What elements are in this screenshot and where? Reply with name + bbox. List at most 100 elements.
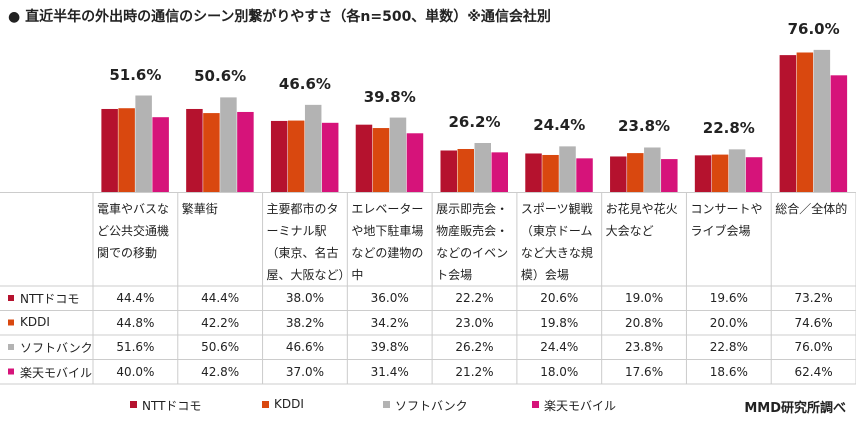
bar <box>372 128 390 192</box>
data-label: 23.8% <box>618 117 671 136</box>
bar <box>728 149 746 192</box>
table-cell: 44.4% <box>201 291 240 305</box>
table-cell: 44.8% <box>116 315 155 330</box>
table-cell: 51.6% <box>116 340 155 354</box>
table-cell: 40.0% <box>116 364 155 379</box>
bar <box>745 157 763 192</box>
legend-swatch <box>8 368 14 375</box>
data-label: 24.4% <box>533 116 586 135</box>
legend-swatch <box>130 401 137 408</box>
table-cell: 42.8% <box>201 364 240 379</box>
bar <box>406 133 424 192</box>
legend-label: ソフトバンク <box>395 399 468 413</box>
row-label: 楽天モバイル <box>20 365 93 380</box>
category-label: 主要都市のターミナル駅（東京、名古屋、大阪など） <box>266 202 351 282</box>
bar <box>270 120 288 192</box>
table-cell: 20.6% <box>540 291 579 305</box>
bar <box>610 156 627 192</box>
legend-swatch <box>8 319 14 326</box>
table-cell: 73.2% <box>794 291 833 305</box>
data-label: 26.2% <box>448 113 501 131</box>
table-cell: 22.2% <box>455 291 494 305</box>
bar <box>355 124 373 192</box>
bar <box>525 153 542 192</box>
bar <box>627 153 644 192</box>
bar <box>559 146 576 192</box>
data-label: 39.8% <box>363 87 416 106</box>
bar <box>321 122 339 192</box>
table-cell: 39.8% <box>370 340 409 354</box>
table-cell: 44.4% <box>116 291 155 305</box>
bar <box>830 75 848 192</box>
bar <box>457 148 474 192</box>
table-cell: 26.2% <box>455 340 494 354</box>
table-cell: 23.0% <box>455 315 494 330</box>
bar <box>118 108 135 192</box>
category-label: コンサートやライブ会場 <box>690 202 763 238</box>
table-cell: 46.6% <box>285 340 324 354</box>
table-cell: 20.8% <box>624 315 664 330</box>
row-label: ソフトバンク <box>20 341 93 355</box>
bar <box>644 147 661 192</box>
table-cell: 36.0% <box>370 291 409 305</box>
data-label: 50.6% <box>194 67 247 86</box>
bar <box>237 111 254 192</box>
table-cell: 42.2% <box>201 315 240 330</box>
chart-title: ● 直近半年の外出時の通信のシーン別繋がりやすさ（各n=500、単数）※通信会社… <box>8 9 551 25</box>
table-cell: 21.2% <box>455 364 494 379</box>
bar <box>101 108 118 192</box>
table-cell: 23.8% <box>624 340 664 354</box>
bar <box>389 117 407 192</box>
bar <box>694 155 712 192</box>
table-cell: 38.0% <box>285 291 324 305</box>
category-label: 電車やバスなど公共交通機関での移動 <box>97 202 170 260</box>
table-cell: 76.0% <box>794 340 833 354</box>
table-cell: 20.0% <box>709 315 748 330</box>
legend-label: NTTドコモ <box>142 399 202 413</box>
table-cell: 19.0% <box>624 291 664 305</box>
bar <box>576 158 593 192</box>
table-cell: 34.2% <box>370 315 409 330</box>
bar <box>661 159 678 192</box>
table-cell: 62.4% <box>794 364 833 379</box>
bar <box>711 154 729 192</box>
bar <box>440 150 457 192</box>
row-label: NTTドコモ <box>20 292 80 306</box>
table-cell: 19.6% <box>709 291 748 305</box>
legend-swatch <box>262 401 269 408</box>
table-cell: 19.8% <box>540 315 579 330</box>
category-label: お花見や花火大会など <box>605 202 678 238</box>
table-cell: 31.4% <box>370 364 409 379</box>
bar <box>220 97 237 192</box>
legend-label: KDDI <box>274 397 304 411</box>
bar <box>813 49 831 192</box>
legend-swatch <box>532 401 539 408</box>
bar <box>135 95 152 192</box>
bar <box>491 152 508 192</box>
bar <box>779 55 797 193</box>
bar <box>287 120 305 192</box>
table-cell: 50.6% <box>201 340 240 354</box>
legend-swatch <box>8 295 14 301</box>
table-cell: 38.2% <box>285 315 324 330</box>
table-cell: 74.6% <box>794 315 833 330</box>
table-cell: 22.8% <box>709 340 748 354</box>
legend-label: 楽天モバイル <box>544 399 617 413</box>
row-label: KDDI <box>20 314 50 329</box>
table-cell: 37.0% <box>285 364 324 379</box>
legend-swatch <box>383 401 390 408</box>
category-label: 総合／全体的 <box>775 202 848 216</box>
bar <box>186 108 203 192</box>
legend-swatch <box>8 344 14 350</box>
bar <box>304 104 322 192</box>
category-label: 繁華街 <box>181 202 218 216</box>
source: MMD研究所調べ <box>744 401 846 416</box>
data-label: 51.6% <box>109 65 162 84</box>
bar <box>542 154 559 192</box>
category-label: スポーツ観戦（東京ドームなど大きな規模）会場 <box>520 202 593 282</box>
bar <box>474 143 491 192</box>
data-label: 76.0% <box>787 19 840 38</box>
table-cell: 17.6% <box>624 364 664 379</box>
